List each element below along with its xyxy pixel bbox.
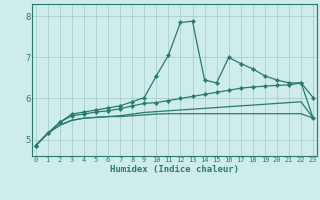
X-axis label: Humidex (Indice chaleur): Humidex (Indice chaleur): [110, 165, 239, 174]
